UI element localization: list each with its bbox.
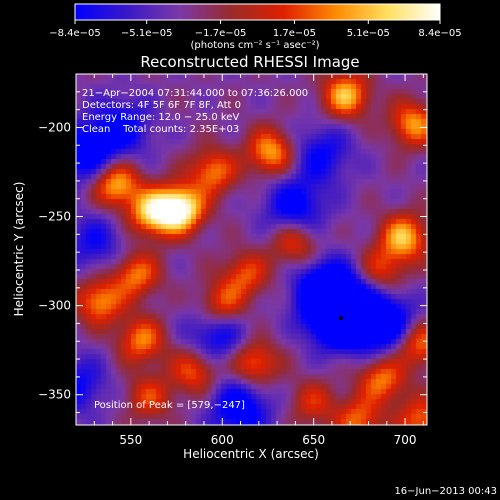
timestamp: 16−Jun−2013 00:43 [394,486,497,497]
colorbar-tick-label: −5.1e−05 [121,28,173,39]
plot-frame [75,73,428,426]
x-axis-label: Heliocentric X (arcsec) [183,447,319,461]
x-tick-label: 550 [119,433,142,447]
x-tick-label: 650 [302,433,325,447]
colorbar [74,3,441,21]
x-tick-label: 700 [394,433,417,447]
axis-ticks [76,73,427,425]
y-tick-label: −350 [38,388,71,402]
peak-marker [339,316,344,321]
info-line-3: Energy Range: 12.0 − 25.0 keV [82,112,239,123]
colorbar-ticks: −8.4e−05 −5.1e−05 −1.7e−05 1.7e−05 5.1e−05 8.… [49,20,462,39]
peak-position-label: Position of Peak = [579,−247] [94,400,245,411]
colorbar-tick-label: 1.7e−05 [273,28,316,39]
tick-labels: 550 600 650 700 −350 −300 −250 −200 [38,120,416,447]
y-tick-label: −200 [38,120,71,134]
info-line-4: Clean Total counts: 2.35E+03 [82,124,239,135]
colorbar-tick-label: 5.1e−05 [347,28,390,39]
colorbar-tick-label: −1.7e−05 [195,28,247,39]
heatmap-image [76,74,427,425]
colorbar-tick-label: 8.4e−05 [418,28,461,39]
y-tick-label: −300 [38,299,71,313]
info-line-2: Detectors: 4F 5F 6F 7F 8F, Att 0 [82,100,241,111]
image-area [76,74,427,425]
colorbar-tick-label: −8.4e−05 [49,28,101,39]
chart-title: Reconstructed RHESSI Image [140,53,359,71]
colorbar-unit-label: (photons cm⁻² s⁻¹ asec⁻²) [190,40,319,51]
info-line-1: 21−Apr−2004 07:31:44.000 to 07:36:26.000 [82,88,308,99]
peak-marker-layer [339,316,344,321]
y-axis-label: Heliocentric Y (arcsec) [12,182,26,317]
x-tick-label: 600 [211,433,234,447]
y-tick-label: −250 [38,210,71,224]
